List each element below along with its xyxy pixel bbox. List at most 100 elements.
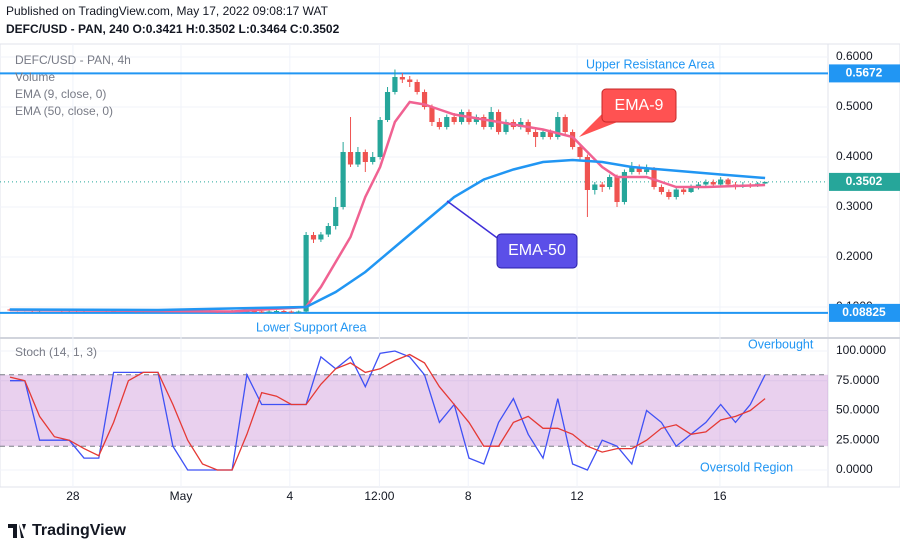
candle-body xyxy=(414,82,420,92)
y-tick-label: 100.0000 xyxy=(836,343,886,357)
callout-box xyxy=(601,88,677,123)
candle-body xyxy=(644,169,650,172)
candle-body xyxy=(7,309,13,311)
y-tick-label: 0.2000 xyxy=(836,249,873,263)
candle-body xyxy=(362,152,368,162)
candle-body xyxy=(481,117,487,127)
candle-body xyxy=(503,122,509,132)
candle-body xyxy=(251,311,257,312)
symbol-line: DEFC/USD - PAN, 240 O:0.3421 H:0.3502 L:… xyxy=(6,22,340,36)
candle-body xyxy=(407,79,413,82)
price-label: 0.08825 xyxy=(842,305,886,319)
grid: 0.10000.20000.30000.40000.50000.600028Ma… xyxy=(0,44,886,503)
candle-body xyxy=(710,182,716,185)
x-tick-label: 16 xyxy=(713,489,727,503)
y-tick-label: 50.0000 xyxy=(836,403,880,417)
candle-body xyxy=(762,181,768,184)
candle-body xyxy=(259,311,265,313)
indicator-line xyxy=(9,100,766,313)
x-tick-label: 8 xyxy=(465,489,472,503)
candle-body xyxy=(273,311,280,312)
price-label: 0.5672 xyxy=(846,66,883,80)
candle-body xyxy=(658,187,665,192)
y-tick-label: 0.3000 xyxy=(836,199,873,213)
indicator-line xyxy=(10,350,766,471)
brand-logo: TradingView xyxy=(8,522,127,539)
candle-body xyxy=(688,187,694,192)
candle-body xyxy=(436,122,442,127)
candle-body xyxy=(532,132,539,137)
callout-box xyxy=(496,233,578,269)
candle-body xyxy=(296,311,302,313)
candle-body xyxy=(540,132,546,137)
x-tick-label: 4 xyxy=(286,489,293,503)
candle-body xyxy=(577,147,583,157)
price-label: 0.3502 xyxy=(846,174,883,188)
candle-body xyxy=(681,189,687,192)
annotation: Lower Support Area xyxy=(256,320,367,334)
candle-body xyxy=(718,179,724,185)
chart-frame xyxy=(0,43,900,488)
candle-body xyxy=(288,311,294,313)
candle-body xyxy=(666,192,672,197)
candle-body xyxy=(547,132,553,137)
candle-body xyxy=(673,189,679,197)
candle-body xyxy=(725,179,731,185)
candle-body xyxy=(303,235,309,312)
candle-body xyxy=(355,152,361,165)
callout-text: EMA-9 xyxy=(615,97,664,114)
candle-body xyxy=(310,235,317,240)
y-tick-label: 0.0000 xyxy=(836,462,873,476)
candle-body xyxy=(592,184,598,190)
candle-body xyxy=(555,117,561,137)
x-tick-label: 28 xyxy=(66,489,80,503)
callout-text: EMA-50 xyxy=(508,242,566,259)
y-tick-label: 0.5000 xyxy=(836,99,873,113)
candle-body xyxy=(333,207,339,226)
candle-body xyxy=(384,92,391,120)
x-tick-label: 12:00 xyxy=(364,489,394,503)
brand-name: TradingView xyxy=(32,522,127,539)
candle-body xyxy=(429,107,435,122)
published-line: Published on TradingView.com, May 17, 20… xyxy=(6,4,329,18)
candle-body xyxy=(703,182,709,185)
legend-entry: EMA (50, close, 0) xyxy=(15,104,113,118)
candle-body xyxy=(562,117,568,132)
candle-body xyxy=(325,226,331,235)
candle-body xyxy=(570,132,576,147)
candle-body xyxy=(421,92,428,107)
y-tick-label: 0.4000 xyxy=(836,149,873,163)
candle-body xyxy=(636,167,642,172)
y-tick-label: 0.6000 xyxy=(836,49,873,63)
y-tick-label: 25.0000 xyxy=(836,432,880,446)
candle-body xyxy=(621,172,628,202)
indicator-line xyxy=(9,353,766,471)
annotation: Upper Resistance Area xyxy=(586,57,715,71)
indicator-line xyxy=(9,158,766,312)
candle-body xyxy=(399,77,405,80)
x-tick-label: May xyxy=(170,489,193,503)
candle-body xyxy=(607,177,613,187)
price-label-box xyxy=(829,303,900,322)
candle-body xyxy=(444,117,450,127)
x-tick-label: 12 xyxy=(570,489,584,503)
candle-body xyxy=(347,152,354,165)
candle-body xyxy=(340,152,346,207)
candle-body xyxy=(266,311,272,313)
marks: 0.5672 0.3502 0.08825 xyxy=(0,64,900,471)
annotation: Oversold Region xyxy=(700,460,793,474)
annotation: Overbought xyxy=(748,337,814,351)
callout-pointer xyxy=(446,200,501,241)
candle-body xyxy=(599,184,605,187)
pane-title: DEFC/USD - PAN, 4h xyxy=(15,53,131,67)
price-label-box xyxy=(829,172,900,191)
y-tick-label: 75.0000 xyxy=(836,373,880,387)
legend-entry: Volume xyxy=(15,70,55,84)
candle-body xyxy=(451,117,457,122)
stoch-band xyxy=(0,374,828,447)
candle-body xyxy=(614,177,620,202)
candle-body xyxy=(377,120,383,157)
price-label-box xyxy=(829,64,900,83)
